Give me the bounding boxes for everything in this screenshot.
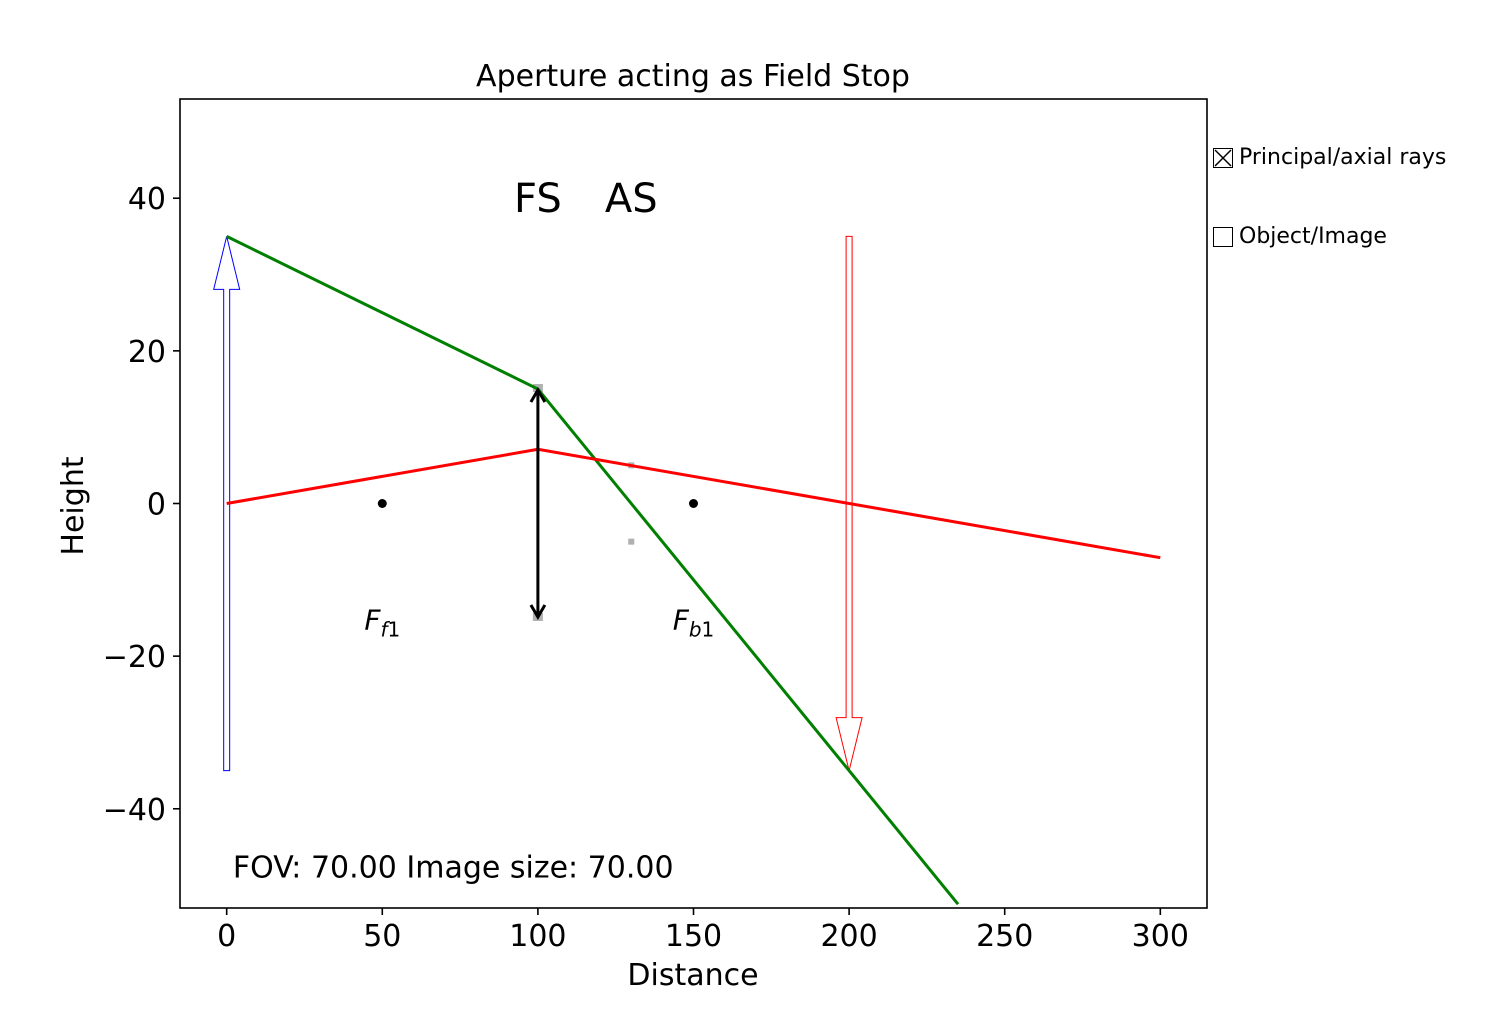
principal-rays-checkbox[interactable]: Principal/axial rays [1213,145,1446,170]
y-tick-label-0: −40 [103,793,166,828]
focal-point-1 [689,499,698,508]
object-image-checkbox[interactable]: Object/Image [1213,224,1387,249]
aperture-bottom-arrowhead [529,604,547,620]
checkbox-unchecked-icon [1213,226,1233,247]
y-tick-label-4: 40 [128,182,166,217]
aperture-mark-3 [628,538,635,545]
y-axis-label: Height [56,456,91,555]
y-axis: −40 −20 0 20 40 [103,182,180,828]
object-arrow [213,236,241,772]
aperture-stop-label: AS [605,176,658,222]
image-arrow [835,235,863,771]
focal-point-label-1: Fb1 [673,603,715,641]
principal-rays-label: Principal/axial rays [1239,145,1447,170]
object-image-label: Object/Image [1239,224,1387,249]
x-tick-label-4: 200 [820,919,877,954]
x-tick-label-5: 250 [976,919,1033,954]
chart-title: Aperture acting as Field Stop [476,59,910,94]
x-tick-label-2: 100 [509,919,566,954]
x-tick-label-6: 300 [1132,919,1189,954]
info-text: FOV: 70.00 Image size: 70.00 [233,850,674,885]
focal-point-0 [377,499,387,508]
field-stop-label: FS [514,176,562,222]
y-tick-label-1: −20 [103,640,166,675]
y-tick-label-3: 20 [128,335,166,370]
aperture-top-arrowhead [529,387,547,403]
x-tick-label-3: 150 [665,919,722,954]
y-tick-label-2: 0 [147,488,166,523]
focal-point-label-0: Ff1 [364,603,400,641]
plot-area: Ff1 Fb1 FS AS FOV: 70.00 Image size: 70.00 [213,176,1161,906]
x-axis-label: Distance [627,958,758,993]
checkbox-checked-icon [1213,147,1233,168]
x-axis: 0 50 100 150 200 250 300 [217,908,1189,954]
x-tick-label-0: 0 [217,919,236,954]
x-tick-label-1: 50 [363,919,401,954]
principal-ray-line [226,235,960,906]
